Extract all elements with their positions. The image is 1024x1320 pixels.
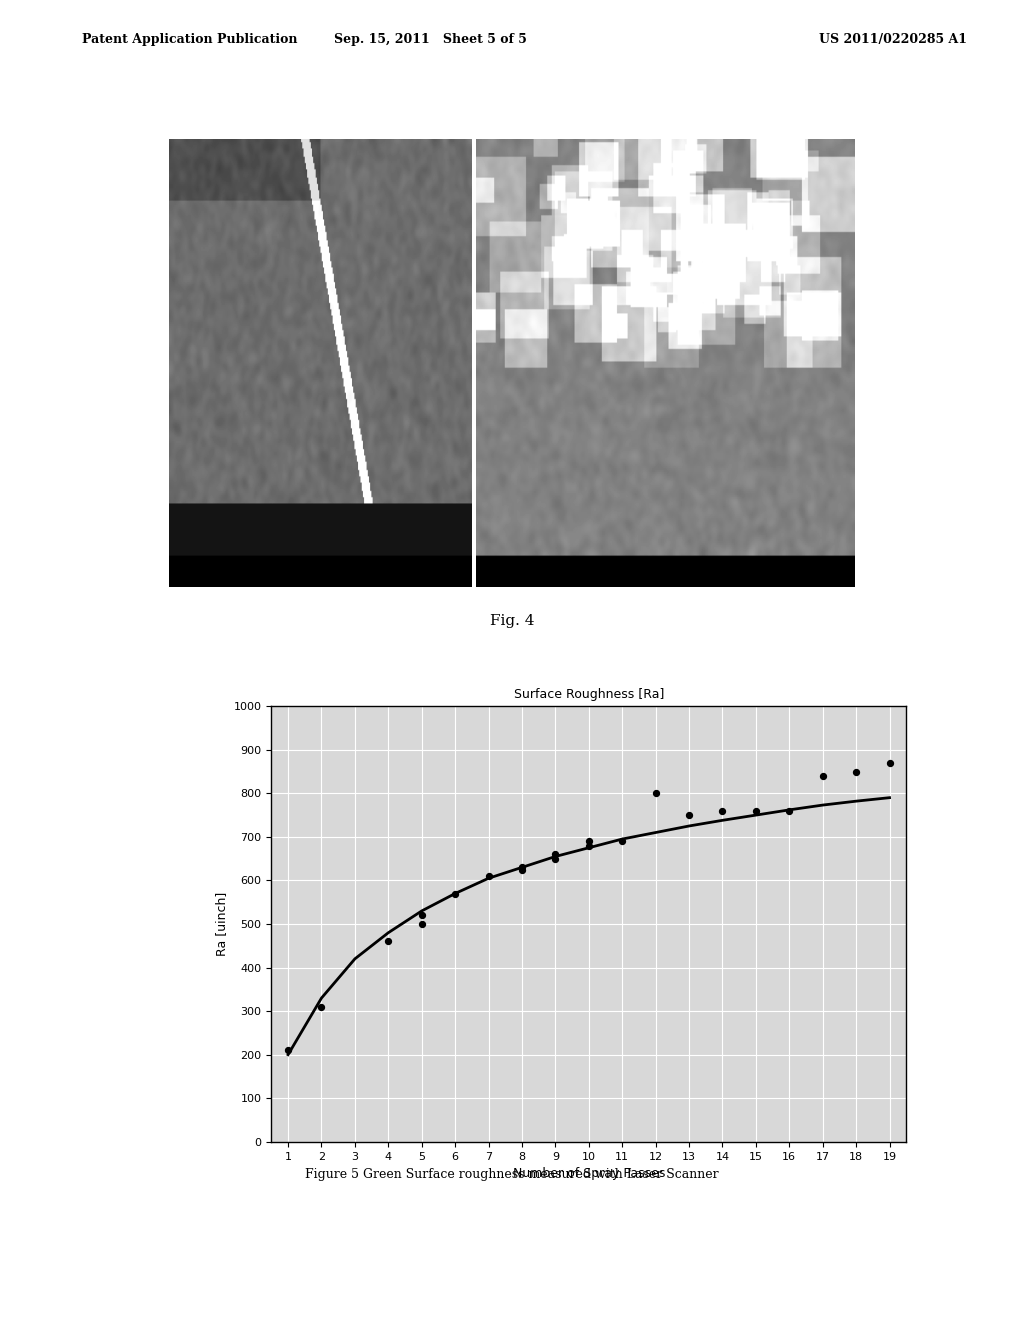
Point — [547, 847, 563, 869]
Point — [748, 800, 764, 821]
Point — [614, 830, 631, 851]
Point — [781, 800, 798, 821]
Point — [414, 913, 430, 935]
X-axis label: Number of Spray Passes: Number of Spray Passes — [513, 1167, 665, 1180]
Text: US 2011/0220285 A1: US 2011/0220285 A1 — [819, 33, 968, 46]
Point — [313, 997, 330, 1018]
Point — [814, 766, 830, 787]
Point — [882, 752, 898, 774]
Point — [647, 783, 664, 804]
Text: Figure 5 Green Surface roughness measured with Laser Scanner: Figure 5 Green Surface roughness measure… — [305, 1168, 719, 1181]
Text: Sep. 15, 2011   Sheet 5 of 5: Sep. 15, 2011 Sheet 5 of 5 — [334, 33, 526, 46]
Point — [414, 904, 430, 925]
Point — [514, 857, 530, 878]
Point — [446, 883, 463, 904]
Point — [581, 830, 597, 851]
Point — [848, 760, 864, 781]
Point — [681, 804, 697, 826]
Point — [280, 1040, 296, 1061]
Point — [380, 931, 396, 952]
Point — [480, 866, 497, 887]
Title: Surface Roughness [Ra]: Surface Roughness [Ra] — [514, 688, 664, 701]
Point — [547, 843, 563, 865]
Point — [514, 859, 530, 880]
Point — [715, 800, 731, 821]
Y-axis label: Ra [uinch]: Ra [uinch] — [215, 892, 228, 956]
Text: Patent Application Publication: Patent Application Publication — [82, 33, 297, 46]
Text: Fig. 4: Fig. 4 — [489, 614, 535, 628]
Point — [581, 836, 597, 857]
